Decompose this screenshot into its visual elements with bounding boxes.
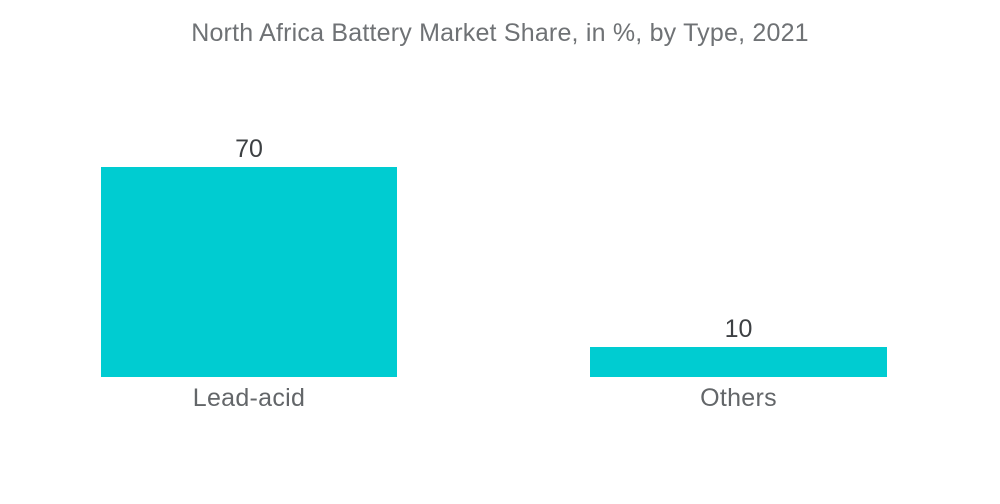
category-label-others: Others	[700, 384, 777, 412]
bar-group-lead-acid: 70 Lead-acid	[101, 0, 397, 504]
value-label-lead-acid: 70	[235, 135, 263, 163]
chart-title: North Africa Battery Market Share, in %,…	[191, 19, 809, 47]
category-label-lead-acid: Lead-acid	[192, 384, 306, 412]
bar-group-others: 10 Others	[590, 0, 887, 504]
value-label-others: 10	[724, 315, 753, 343]
bar-lead-acid	[101, 167, 397, 377]
bar-others	[590, 347, 887, 377]
